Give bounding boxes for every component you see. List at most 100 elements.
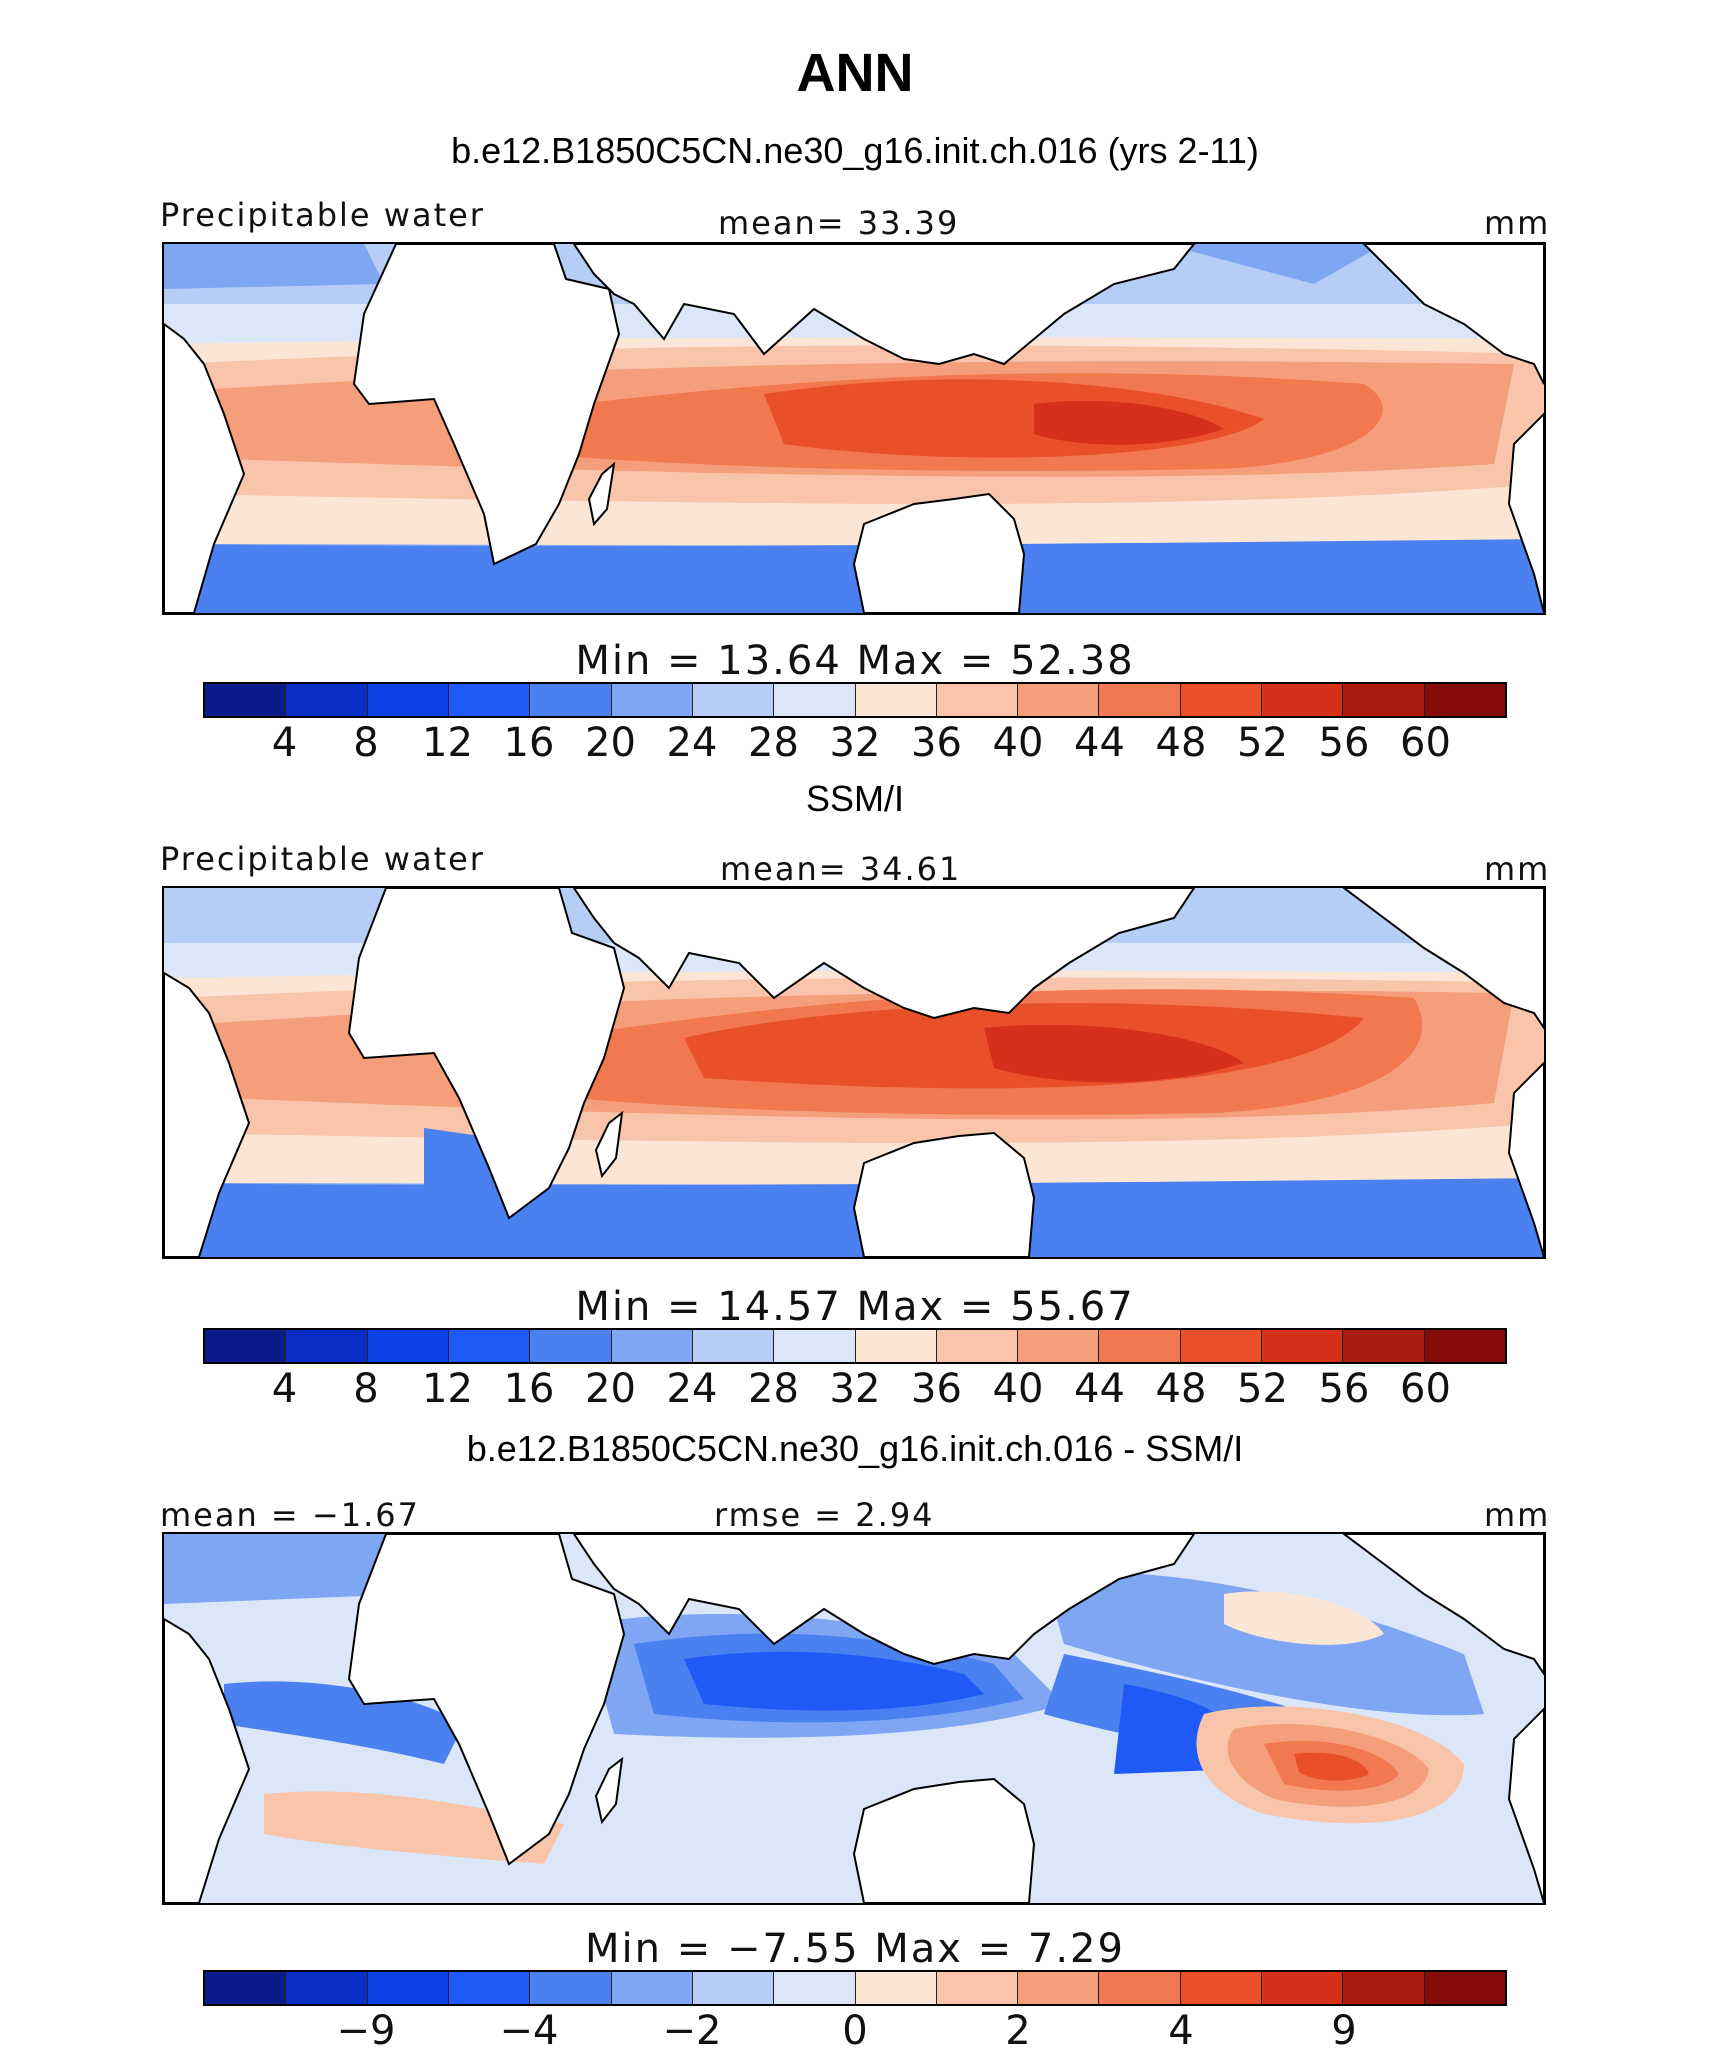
colorbar-swatch	[367, 1972, 449, 2004]
colorbar-swatch	[692, 684, 775, 716]
colorbar-swatch	[286, 1330, 368, 1362]
colorbar-swatch	[1343, 684, 1425, 716]
panel-1-variable-label: Precipitable water	[160, 196, 485, 234]
colorbar-tick-label: 52	[1237, 1366, 1288, 1412]
colorbar-tick-label: 4	[1168, 2008, 1194, 2054]
colorbar-swatch	[1343, 1330, 1425, 1362]
colorbar-swatch	[448, 1972, 531, 2004]
panel-3-mean-label: mean = −1.67	[160, 1496, 420, 1534]
panel-1-title: b.e12.B1850C5CN.ne30_g16.init.ch.016 (yr…	[451, 130, 1259, 171]
colorbar-swatch	[1018, 684, 1100, 716]
panel-2-min-max: Min = 14.57 Max = 55.67	[575, 1284, 1135, 1330]
colorbar-tick-label: 36	[911, 720, 962, 766]
colorbar-tick-label: 52	[1237, 720, 1288, 766]
panel-3-title: b.e12.B1850C5CN.ne30_g16.init.ch.016 - S…	[466, 1428, 1244, 1469]
panel-1-map	[162, 242, 1546, 615]
colorbar-tick-label: −2	[662, 2008, 722, 2054]
colorbar-tick-label: 12	[422, 1366, 473, 1412]
colorbar-swatch	[205, 1972, 287, 2004]
colorbar-swatch	[530, 684, 612, 716]
colorbar-tick-label: 28	[748, 720, 799, 766]
colorbar-tick-label: 8	[353, 720, 379, 766]
panel-1-colorbar-ticks: 4 8 12 16 20 24 28 32 36 40 44 48 52 56 60	[203, 720, 1507, 766]
colorbar-swatch	[855, 684, 937, 716]
colorbar-tick-label: 44	[1074, 1366, 1125, 1412]
panel-3-colorbar	[203, 1970, 1507, 2006]
colorbar-tick-label: 60	[1400, 720, 1451, 766]
colorbar-tick-label: 48	[1155, 720, 1207, 766]
panel-1-colorbar	[203, 682, 1507, 718]
panel-1-units-label: mm	[1484, 204, 1551, 242]
panel-2-units-label: mm	[1484, 850, 1551, 888]
colorbar-tick-label: 48	[1155, 1366, 1207, 1412]
colorbar-swatch	[855, 1330, 937, 1362]
colorbar-tick-label: 40	[992, 720, 1044, 766]
colorbar-swatch	[1262, 684, 1344, 716]
colorbar-swatch	[286, 684, 368, 716]
colorbar-swatch	[1424, 1330, 1505, 1362]
colorbar-tick-label: 20	[585, 1366, 636, 1412]
colorbar-tick-label: 9	[1331, 2008, 1357, 2054]
colorbar-swatch	[1099, 1972, 1181, 2004]
colorbar-swatch	[1424, 684, 1505, 716]
colorbar-swatch	[936, 1972, 1019, 2004]
panel-2-colorbar	[203, 1328, 1507, 1364]
panel-2-colorbar-ticks: 4 8 12 16 20 24 28 32 36 40 44 48 52 56 60	[203, 1366, 1507, 1412]
colorbar-swatch	[1180, 684, 1263, 716]
colorbar-swatch	[1099, 1330, 1181, 1362]
colorbar-tick-label: 60	[1400, 1366, 1451, 1412]
colorbar-swatch	[1180, 1972, 1263, 2004]
colorbar-tick-label: −9	[336, 2008, 396, 2054]
colorbar-swatch	[367, 684, 449, 716]
colorbar-tick-label: 4	[271, 720, 298, 766]
colorbar-tick-label: −4	[499, 2008, 559, 2054]
colorbar-swatch	[1262, 1972, 1344, 2004]
colorbar-tick-label: 56	[1318, 1366, 1370, 1412]
colorbar-swatch	[611, 1972, 693, 2004]
colorbar-swatch	[1018, 1972, 1100, 2004]
colorbar-swatch	[1099, 684, 1181, 716]
colorbar-swatch	[936, 1330, 1019, 1362]
colorbar-tick-label: 28	[748, 1366, 799, 1412]
colorbar-tick-label: 16	[503, 720, 555, 766]
colorbar-swatch	[205, 684, 287, 716]
figure-title: ANN	[796, 43, 914, 103]
panel-3-min-max: Min = −7.55 Max = 7.29	[585, 1926, 1125, 1972]
colorbar-tick-label: 32	[829, 720, 881, 766]
colorbar-swatch	[855, 1972, 937, 2004]
panel-1-min-max: Min = 13.64 Max = 52.38	[575, 638, 1135, 684]
colorbar-swatch	[530, 1972, 612, 2004]
colorbar-swatch	[1180, 1330, 1263, 1362]
colorbar-tick-label: 0	[842, 2008, 868, 2054]
colorbar-swatch	[1424, 1972, 1505, 2004]
colorbar-swatch	[1262, 1330, 1344, 1362]
colorbar-swatch	[692, 1972, 775, 2004]
colorbar-swatch	[448, 684, 531, 716]
panel-2-variable-label: Precipitable water	[160, 840, 485, 878]
colorbar-swatch	[448, 1330, 531, 1362]
colorbar-tick-label: 40	[992, 1366, 1044, 1412]
colorbar-tick-label: 2	[1005, 2008, 1031, 2054]
colorbar-swatch	[1018, 1330, 1100, 1362]
colorbar-swatch	[611, 1330, 693, 1362]
colorbar-swatch	[205, 1330, 287, 1362]
colorbar-swatch	[936, 684, 1019, 716]
colorbar-tick-label: 8	[353, 1366, 379, 1412]
colorbar-swatch	[611, 684, 693, 716]
colorbar-swatch	[774, 1972, 856, 2004]
colorbar-tick-label: 16	[503, 1366, 555, 1412]
colorbar-tick-label: 4	[271, 1366, 298, 1412]
colorbar-swatch	[692, 1330, 775, 1362]
colorbar-tick-label: 24	[666, 720, 718, 766]
colorbar-tick-label: 12	[422, 720, 473, 766]
colorbar-swatch	[286, 1972, 368, 2004]
colorbar-tick-label: 36	[911, 1366, 962, 1412]
colorbar-tick-label: 24	[666, 1366, 718, 1412]
colorbar-tick-label: 32	[829, 1366, 881, 1412]
panel-3-rmse-label: rmse = 2.94	[714, 1496, 935, 1534]
colorbar-swatch	[774, 1330, 856, 1362]
colorbar-tick-label: 56	[1318, 720, 1370, 766]
panel-2-title: SSM/I	[805, 778, 904, 819]
colorbar-swatch	[1343, 1972, 1425, 2004]
panel-3-units-label: mm	[1484, 1496, 1551, 1534]
